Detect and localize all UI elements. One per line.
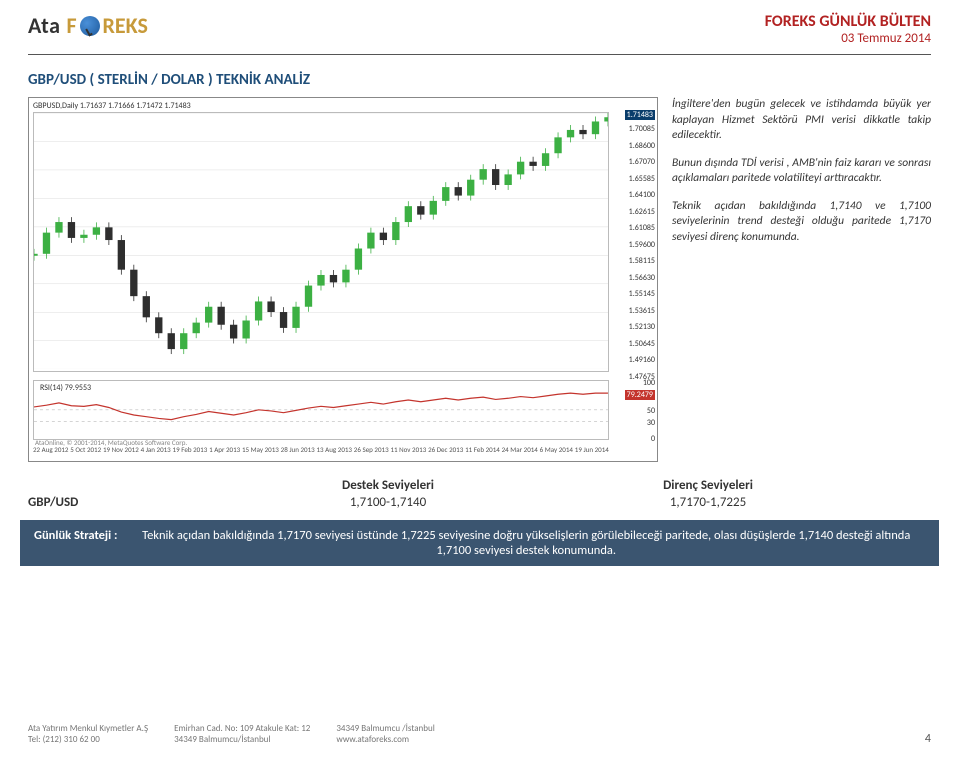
page-number: 4 bbox=[925, 732, 931, 746]
page-header: Ata F REKS FOREKS GÜNLÜK BÜLTEN 03 Temmu… bbox=[0, 0, 959, 50]
y-label: 1.47675 bbox=[629, 372, 655, 382]
y-label: 1.65585 bbox=[629, 174, 655, 184]
x-tick: 19 Feb 2013 bbox=[173, 445, 208, 457]
footer-tel: Tel: (212) 310 62 00 bbox=[28, 734, 148, 746]
x-tick: 19 Nov 2012 bbox=[103, 445, 139, 457]
bulletin-date: 03 Temmuz 2014 bbox=[765, 31, 931, 46]
logo: Ata F REKS bbox=[28, 12, 148, 39]
footer-addr1: Emirhan Cad. No: 109 Atakule Kat: 12 bbox=[174, 723, 310, 735]
rsi-y-30: 30 bbox=[647, 418, 655, 428]
page-footer: Ata Yatırım Menkul Kıymetler A.Ş Tel: (2… bbox=[28, 723, 931, 746]
x-tick: 1 Apr 2013 bbox=[209, 445, 240, 457]
strategy-text: Teknik açıdan bakıldığında 1,7170 seviye… bbox=[127, 528, 925, 558]
x-tick: 24 Mar 2014 bbox=[502, 445, 538, 457]
y-label: 1.49160 bbox=[629, 355, 655, 365]
bulletin-title: FOREKS GÜNLÜK BÜLTEN bbox=[765, 12, 931, 31]
y-label: 1.50645 bbox=[629, 339, 655, 349]
y-label: 1.70085 bbox=[629, 124, 655, 134]
header-right: FOREKS GÜNLÜK BÜLTEN 03 Temmuz 2014 bbox=[765, 12, 931, 46]
commentary-p1: İngiltere'den bugün gelecek ve istihdamd… bbox=[672, 97, 931, 144]
x-tick: 22 Aug 2012 bbox=[33, 445, 68, 457]
header-resist: Direnç Seviyeleri bbox=[548, 478, 868, 493]
levels-header: Destek Seviyeleri Direnç Seviyeleri bbox=[28, 478, 931, 493]
commentary-p2: Bunun dışında TDİ verisi , AMB'nin faiz … bbox=[672, 156, 931, 187]
footer-columns: Ata Yatırım Menkul Kıymetler A.Ş Tel: (2… bbox=[28, 723, 435, 746]
globe-icon bbox=[80, 16, 100, 36]
x-tick: 26 Sep 2013 bbox=[354, 445, 389, 457]
y-label: 1.62615 bbox=[629, 207, 655, 217]
logo-ata: Ata bbox=[28, 12, 60, 39]
y-label: 1.68600 bbox=[629, 141, 655, 151]
rsi-y-50: 50 bbox=[647, 406, 655, 416]
y-label: 1.59600 bbox=[629, 240, 655, 250]
y-label: 1.55145 bbox=[629, 289, 655, 299]
x-tick: 11 Nov 2013 bbox=[390, 445, 426, 457]
y-label: 1.64100 bbox=[629, 190, 655, 200]
x-tick: 11 Feb 2014 bbox=[465, 445, 500, 457]
logo-f: F bbox=[66, 12, 76, 39]
x-tick: 13 Aug 2013 bbox=[317, 445, 352, 457]
levels-resist: 1,7170-1,7225 bbox=[548, 495, 868, 510]
strategy-label: Günlük Strateji : bbox=[34, 528, 117, 558]
chart-rsi-panel: RSI(14) 79.9553 bbox=[33, 380, 609, 440]
footer-col-1: Ata Yatırım Menkul Kıymetler A.Ş Tel: (2… bbox=[28, 723, 148, 746]
chart-main-panel bbox=[33, 112, 609, 372]
x-tick: 5 Oct 2012 bbox=[70, 445, 101, 457]
footer-company: Ata Yatırım Menkul Kıymetler A.Ş bbox=[28, 723, 148, 735]
x-tick: 15 May 2013 bbox=[242, 445, 279, 457]
y-label: 1.61085 bbox=[629, 223, 655, 233]
x-tick: 4 Jan 2013 bbox=[141, 445, 171, 457]
y-label: 1.52130 bbox=[629, 322, 655, 332]
footer-addr2: 34349 Balmumcu/İstanbul bbox=[174, 734, 310, 746]
rsi-y-0: 0 bbox=[651, 434, 655, 444]
y-label: 1.67070 bbox=[629, 157, 655, 167]
header-divider bbox=[28, 54, 931, 55]
strategy-bar: Günlük Strateji : Teknik açıdan bakıldığ… bbox=[20, 520, 939, 566]
y-label-current: 1.71483 bbox=[625, 110, 655, 120]
section-title: GBP/USD ( STERLİN / DOLAR ) TEKNİK ANALİ… bbox=[0, 65, 959, 97]
logo-reks: REKS bbox=[103, 12, 148, 39]
x-tick: 26 Dec 2013 bbox=[428, 445, 463, 457]
content-row: GBPUSD,Daily 1.71637 1.71666 1.71472 1.7… bbox=[0, 97, 959, 462]
levels-pair: GBP/USD bbox=[28, 495, 228, 510]
commentary: İngiltere'den bugün gelecek ve istihdamd… bbox=[672, 97, 931, 462]
candlestick-series bbox=[34, 113, 608, 369]
rsi-y-current: 79.2479 bbox=[625, 390, 655, 400]
y-label: 1.58115 bbox=[629, 256, 655, 266]
levels-row: GBP/USD 1,7100-1,7140 1,7170-1,7225 bbox=[28, 495, 931, 510]
y-label: 1.56630 bbox=[629, 273, 655, 283]
x-tick: 28 Jun 2013 bbox=[281, 445, 315, 457]
levels-support: 1,7100-1,7140 bbox=[228, 495, 548, 510]
commentary-p3: Teknik açıdan bakıldığında 1,7140 ve 1,7… bbox=[672, 199, 931, 246]
chart-x-axis: 22 Aug 20125 Oct 201219 Nov 20124 Jan 20… bbox=[33, 445, 609, 457]
chart-meta: GBPUSD,Daily 1.71637 1.71666 1.71472 1.7… bbox=[33, 101, 191, 111]
levels-table: Destek Seviyeleri Direnç Seviyeleri GBP/… bbox=[0, 462, 959, 510]
footer-col-3: 34349 Balmumcu /İstanbul www.ataforeks.c… bbox=[336, 723, 434, 746]
footer-city: 34349 Balmumcu /İstanbul bbox=[336, 723, 434, 735]
price-chart: GBPUSD,Daily 1.71637 1.71666 1.71472 1.7… bbox=[28, 97, 658, 462]
x-tick: 19 Jun 2014 bbox=[575, 445, 609, 457]
footer-col-2: Emirhan Cad. No: 109 Atakule Kat: 12 343… bbox=[174, 723, 310, 746]
y-label: 1.53615 bbox=[629, 306, 655, 316]
x-tick: 6 May 2014 bbox=[540, 445, 573, 457]
footer-url: www.ataforeks.com bbox=[336, 734, 434, 746]
header-support: Destek Seviyeleri bbox=[228, 478, 548, 493]
rsi-series bbox=[34, 381, 608, 439]
